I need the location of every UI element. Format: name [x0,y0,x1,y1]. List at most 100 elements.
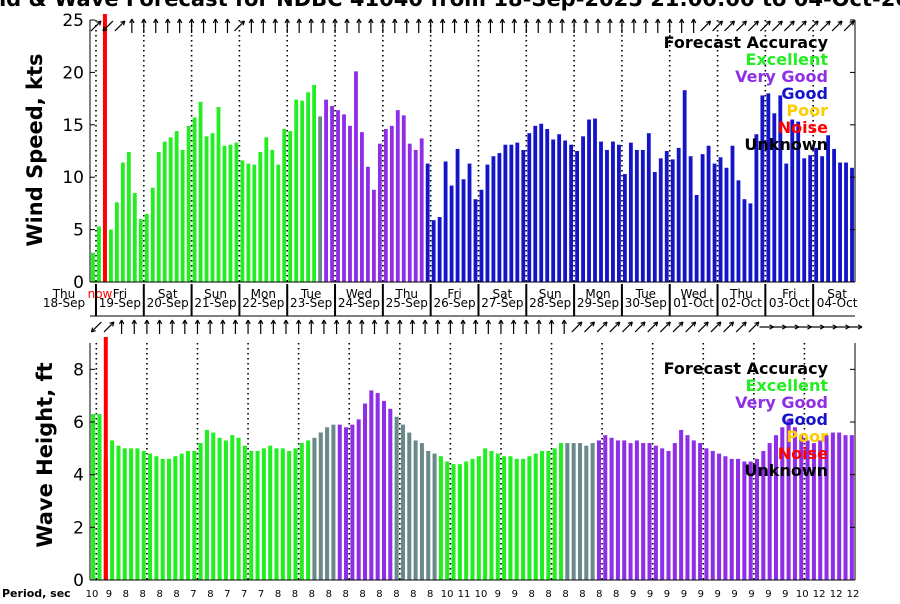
bar-67 [491,156,496,282]
arrow-head-b [283,319,287,325]
arrow-head-b [825,20,831,23]
bar-14 [174,131,179,282]
direction-arrow-0 [90,321,102,333]
bar-68 [497,153,502,282]
arrow-head-b [212,18,217,24]
arrow-head-b [397,319,401,325]
arrow-head-b [245,319,249,325]
arrow-head-a [442,18,446,24]
direction-arrow-24 [245,319,251,334]
bar-104 [712,163,717,282]
arrow-head-a [465,18,470,24]
direction-arrow-118 [795,20,807,32]
bar-98 [676,147,681,282]
arrow-head-b [359,319,363,325]
bar-92 [640,149,645,282]
arrow-head-a [274,18,278,24]
arrow-head-b [460,319,464,325]
arrow-head-a [191,18,195,24]
arrow-head-b [332,18,336,24]
arrow-head-b [239,20,245,23]
bar-23 [228,144,233,282]
direction-arrow-82 [609,321,621,333]
bar-77 [551,139,556,282]
arrow-shaft [807,20,819,32]
bar-46 [381,400,387,580]
arrow-head-a [226,18,231,24]
bar-50 [407,432,412,580]
arrow-head-b [703,321,709,324]
arrow-head-b [120,20,126,23]
arrow-head-a [323,319,327,325]
direction-arrow-106 [724,20,736,32]
direction-arrow-46 [368,18,374,33]
direction-arrow-68 [523,319,529,334]
day-label-12: Tue [635,287,657,301]
arrow-head-b [371,319,376,325]
arrow-head-b [439,18,444,24]
date-label-12: 30-Sep [625,296,667,310]
arrow-shaft [634,321,646,333]
bar-99 [717,453,722,580]
direction-arrow-56 [427,18,434,33]
arrow-head-a [394,18,398,24]
bar-29 [264,137,269,282]
arrow-head-a [122,20,126,26]
direction-arrow-104 [748,321,760,333]
arrow-head-a [159,319,163,325]
direction-arrow-50 [392,18,398,33]
arrow-shaft [697,321,709,333]
arrow-head-b [131,319,135,325]
date-label-2: 20-Sep [147,296,189,310]
arrow-head-a [525,18,529,24]
bar-30 [280,448,285,580]
direction-arrow-2 [103,321,115,333]
arrow-head-b [801,20,807,23]
bar-16 [186,125,191,283]
bar-37 [312,84,317,282]
bar-60 [449,185,454,282]
bar-16 [192,450,197,580]
bar-10 [150,187,155,282]
bar-35 [300,100,305,282]
direction-arrow-54 [416,18,422,33]
bar-26 [246,163,251,282]
bar-61 [476,456,481,580]
arrow-shaft [700,20,711,32]
arrow-head-a [361,319,365,325]
direction-arrow-72 [523,18,529,33]
bar-108 [736,180,741,282]
bar-69 [503,144,508,282]
date-label-8: 26-Sep [433,296,475,310]
direction-arrow-30 [283,319,289,334]
arrow-head-b [392,18,396,24]
arrow-head-a [840,20,843,26]
arrow-head-b [333,319,338,325]
bar-80 [569,144,574,282]
arrow-head-a [348,319,352,325]
bar-109 [780,427,785,580]
arrow-head-b [511,18,515,24]
bar-111 [754,134,759,282]
bar-52 [401,115,406,282]
period-tick-8: 7 [224,589,230,600]
bar-125 [838,162,842,282]
bar-119 [802,158,807,282]
bar-73 [552,448,557,580]
bar-42 [342,114,346,282]
bar-66 [508,456,513,580]
arrow-head-a [804,20,807,26]
arrow-head-b [109,321,115,324]
arrow-head-a [768,20,771,26]
arrow-head-a [744,20,747,26]
arrow-head-a [234,319,239,325]
bar-79 [563,140,568,282]
arrow-head-b [729,20,735,23]
direction-arrow-74 [561,319,567,334]
arrow-head-b [447,319,451,325]
bar-54 [432,453,437,580]
arrow-shaft [723,321,734,333]
bar-74 [558,443,564,580]
arrow-head-a [487,319,491,325]
